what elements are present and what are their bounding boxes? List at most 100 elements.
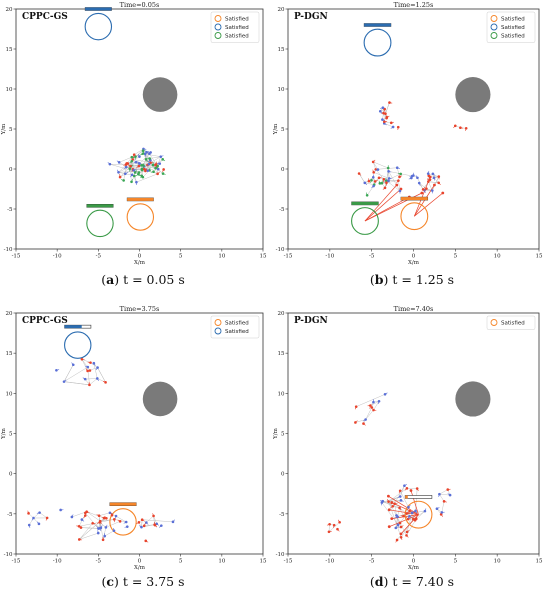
- goal-progress-fill: [405, 495, 408, 499]
- agent-marker: [391, 505, 395, 508]
- agent-marker: [399, 499, 403, 502]
- agent-marker: [124, 520, 128, 524]
- legend-box: [486, 11, 536, 43]
- comm-edge: [373, 401, 380, 411]
- agent-marker: [383, 107, 386, 111]
- x-tick-label: -10: [53, 559, 62, 565]
- goal-circle: [126, 203, 155, 231]
- comm-edge: [81, 359, 91, 371]
- comm-edge: [127, 163, 137, 183]
- agent-marker: [141, 149, 145, 153]
- agent-marker: [77, 538, 81, 541]
- legend-label: Satisfied: [225, 25, 249, 31]
- agent-marker: [162, 168, 165, 171]
- agent-marker: [371, 160, 375, 164]
- agent-marker: [408, 509, 412, 513]
- goal-progress-bar: [404, 495, 433, 499]
- agent-marker: [437, 175, 441, 178]
- agent-marker: [130, 173, 134, 177]
- comm-edge: [105, 521, 121, 528]
- comm-edge: [146, 515, 154, 523]
- agent-marker: [55, 368, 58, 372]
- comm-edge: [119, 156, 132, 163]
- agent-marker: [373, 180, 377, 183]
- legend-label: Satisfied: [225, 329, 249, 335]
- agent-marker: [137, 164, 141, 168]
- goal-link: [364, 184, 398, 222]
- agent-marker: [405, 534, 408, 537]
- agent-marker: [148, 157, 152, 160]
- agent-marker: [395, 166, 399, 170]
- agent-marker: [45, 516, 49, 520]
- y-tick-label: 15: [278, 351, 285, 357]
- agent-marker: [328, 522, 331, 526]
- agent-marker: [410, 176, 413, 180]
- agent-marker: [394, 526, 398, 530]
- y-tick-label: 10: [6, 391, 13, 397]
- agent-marker: [398, 495, 402, 498]
- agent-marker: [391, 125, 395, 129]
- agent-marker: [427, 180, 430, 183]
- comm-edge: [39, 512, 48, 519]
- goal-progress-fill: [64, 325, 82, 329]
- agent-marker: [365, 193, 369, 197]
- comm-edge: [85, 378, 98, 380]
- x-tick-label: -10: [325, 254, 334, 260]
- legend-label: Satisfied: [225, 321, 249, 327]
- agent-marker: [448, 493, 452, 497]
- agent-marker: [387, 179, 390, 183]
- agent-marker: [387, 177, 391, 180]
- agent-marker: [399, 536, 403, 539]
- y-tick-label: 15: [6, 47, 13, 53]
- goal-link: [410, 490, 419, 515]
- comm-edge: [381, 496, 401, 503]
- caption-b: (b) t = 1.25 s: [370, 272, 454, 287]
- agent-marker: [411, 517, 415, 521]
- y-tick-label: 15: [278, 47, 285, 53]
- goal-circle: [363, 28, 392, 57]
- agent-marker: [160, 524, 163, 527]
- agent-marker: [428, 178, 432, 182]
- agent-marker: [383, 120, 386, 124]
- comm-edge: [155, 159, 163, 165]
- agent-marker: [393, 502, 396, 506]
- agent-marker: [118, 520, 122, 523]
- agent-marker: [413, 518, 417, 522]
- goal-circle: [84, 12, 113, 41]
- agent-marker: [140, 525, 143, 529]
- goal-progress-fill: [351, 201, 379, 205]
- y-axis-label: Y/m: [273, 123, 279, 135]
- legend-label: Satisfied: [501, 34, 525, 40]
- agent-marker: [377, 399, 381, 403]
- comm-edge: [372, 161, 379, 170]
- agent-marker: [383, 186, 387, 190]
- x-tick-label: -10: [53, 254, 62, 260]
- agent-marker: [438, 492, 441, 496]
- goal-circle: [351, 207, 379, 235]
- agent-marker: [117, 170, 120, 174]
- x-tick-label: -5: [96, 254, 102, 260]
- x-tick-label: 15: [260, 559, 267, 565]
- agent-marker: [143, 152, 147, 156]
- y-tick-label: 15: [6, 351, 13, 357]
- comm-edge: [142, 150, 150, 165]
- goal-progress-fill: [400, 197, 428, 201]
- obstacle: [142, 77, 178, 112]
- agent-marker: [37, 522, 41, 526]
- agent-marker: [387, 170, 390, 173]
- y-tick-label: 5: [9, 432, 13, 438]
- agent-marker: [108, 511, 112, 515]
- x-tick-label: 5: [454, 254, 458, 260]
- comm-edge: [356, 394, 386, 407]
- x-axis-label: X/m: [134, 260, 146, 266]
- agent-marker: [412, 174, 415, 177]
- agent-marker: [405, 512, 408, 515]
- y-tick-label: -5: [279, 207, 285, 213]
- plot-frame: [15, 8, 264, 250]
- agent-marker: [385, 115, 389, 119]
- comm-edge: [150, 156, 161, 163]
- agent-marker: [122, 179, 125, 182]
- goal-link: [414, 192, 444, 217]
- x-tick-label: -15: [284, 254, 293, 260]
- agent-marker: [147, 162, 151, 166]
